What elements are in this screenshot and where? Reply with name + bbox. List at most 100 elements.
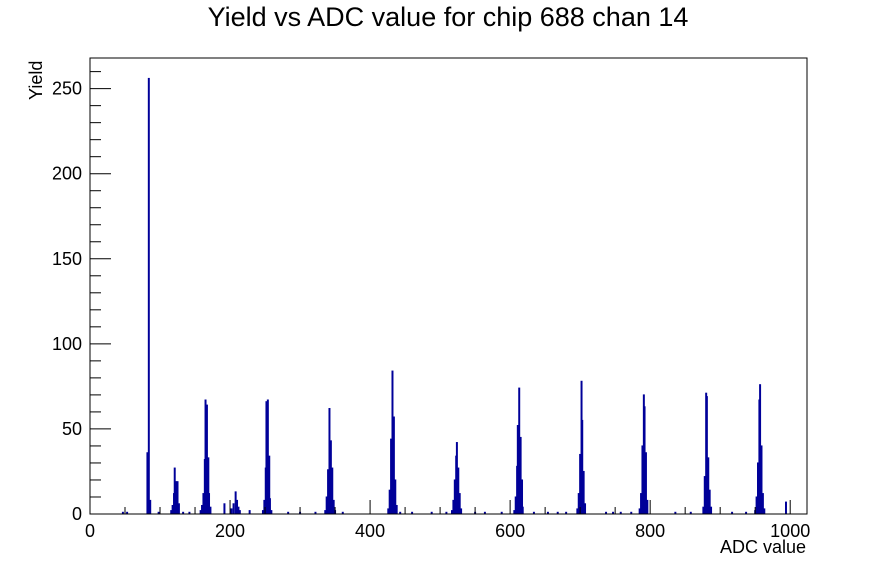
histogram-bin [387, 508, 390, 515]
histogram-bin [457, 467, 460, 515]
histogram-bin [638, 508, 641, 515]
histogram-bin [452, 499, 455, 515]
histogram-bin [209, 506, 212, 515]
histogram-bin [451, 510, 453, 515]
histogram-bin [327, 469, 330, 515]
histogram-bin [644, 452, 647, 515]
histogram-bin [149, 499, 152, 515]
histogram-bin [519, 436, 522, 515]
histogram-bin [202, 493, 205, 515]
histogram-bin [147, 77, 150, 515]
histogram-bin [455, 442, 458, 515]
histogram-bin [708, 489, 711, 515]
histogram-bin [785, 501, 787, 515]
histogram-bin [710, 506, 713, 515]
histogram-bin [170, 510, 173, 515]
histogram-bin [324, 510, 327, 515]
histogram-bin [702, 506, 705, 515]
histogram-bin [261, 510, 264, 515]
histogram-bin [388, 489, 391, 515]
x-tick-label: 200 [215, 521, 245, 541]
x-tick-label: 400 [355, 521, 385, 541]
histogram-bin [270, 510, 273, 515]
x-axis-label: ADC value [719, 537, 806, 557]
histogram-bin [394, 479, 397, 515]
histogram-bin [238, 510, 241, 515]
histogram-bin [514, 496, 517, 515]
histogram-bin [646, 499, 649, 515]
histogram-bin [641, 445, 644, 515]
histogram-bin [173, 467, 176, 515]
histogram-bin [208, 493, 211, 515]
histogram-bin [643, 406, 646, 515]
histogram-bin [390, 438, 393, 515]
histogram-bin [640, 493, 643, 515]
histogram-bin [516, 425, 519, 515]
y-tick-label: 250 [52, 79, 82, 99]
histogram-bin [763, 508, 766, 515]
histogram-bin [458, 493, 461, 515]
y-tick-label: 100 [52, 334, 82, 354]
x-tick-label: 1000 [770, 521, 810, 541]
histogram-bin [453, 479, 456, 515]
histogram-bin [266, 399, 269, 515]
histogram-bin [521, 506, 524, 515]
x-tick-label: 800 [635, 521, 665, 541]
histogram-bin [205, 404, 208, 515]
histogram-bin [248, 510, 251, 515]
histogram-bin [230, 508, 233, 515]
histogram-bin [171, 504, 174, 515]
x-axis-ticks: 0 200 400 600 800 1000 [85, 500, 810, 541]
histogram-bin [513, 510, 516, 515]
histogram-bin [146, 452, 149, 515]
histogram-bin [392, 416, 395, 515]
histogram-bin [332, 499, 335, 515]
histogram-bin [329, 440, 332, 515]
histogram-bin [177, 503, 180, 515]
y-tick-label: 0 [72, 504, 82, 524]
histogram-bin [331, 467, 334, 515]
histogram-bin [199, 510, 202, 515]
histogram-bin [518, 387, 521, 515]
y-tick-label: 200 [52, 164, 82, 184]
histogram-bin [176, 481, 179, 515]
histogram-bin [268, 498, 271, 515]
y-tick-label: 50 [62, 419, 82, 439]
histogram-bin [760, 445, 763, 515]
chart-title: Yield vs ADC value for chip 688 chan 14 [207, 2, 689, 32]
x-tick-label: 600 [495, 521, 525, 541]
histogram-bars [121, 77, 787, 515]
histogram-bin [584, 503, 587, 515]
histogram-bin [581, 419, 584, 515]
x-tick-label: 0 [85, 521, 95, 541]
histogram-bin [757, 462, 759, 515]
histogram-bin [703, 476, 706, 515]
histogram-bin [395, 504, 398, 515]
histogram-bin [391, 370, 394, 515]
histogram-bin [325, 496, 328, 515]
histogram-bin [582, 470, 585, 515]
histogram-bin [201, 504, 204, 515]
histogram-bin [460, 508, 463, 515]
histogram-bin [579, 453, 582, 515]
histogram-bin [328, 408, 331, 515]
histogram-bin [755, 496, 758, 515]
y-axis-ticks: 0 50 100 150 200 250 [52, 71, 111, 524]
y-tick-label: 150 [52, 249, 82, 269]
histogram-bin [707, 457, 710, 515]
histogram-bin [705, 396, 708, 515]
histogram-bin [577, 493, 580, 515]
histogram-bin [204, 399, 207, 515]
histogram-bin [234, 491, 237, 515]
histogram-bin [236, 499, 239, 515]
histogram-bin [761, 493, 764, 515]
histogram-bin [223, 503, 226, 515]
histogram-bin [237, 506, 240, 515]
histogram-bin [232, 503, 235, 515]
histogram-bin [759, 384, 762, 515]
histogram-bin [175, 481, 178, 515]
histogram-bin [265, 401, 268, 515]
histogram-bin [576, 508, 579, 515]
plot-frame [89, 57, 808, 515]
